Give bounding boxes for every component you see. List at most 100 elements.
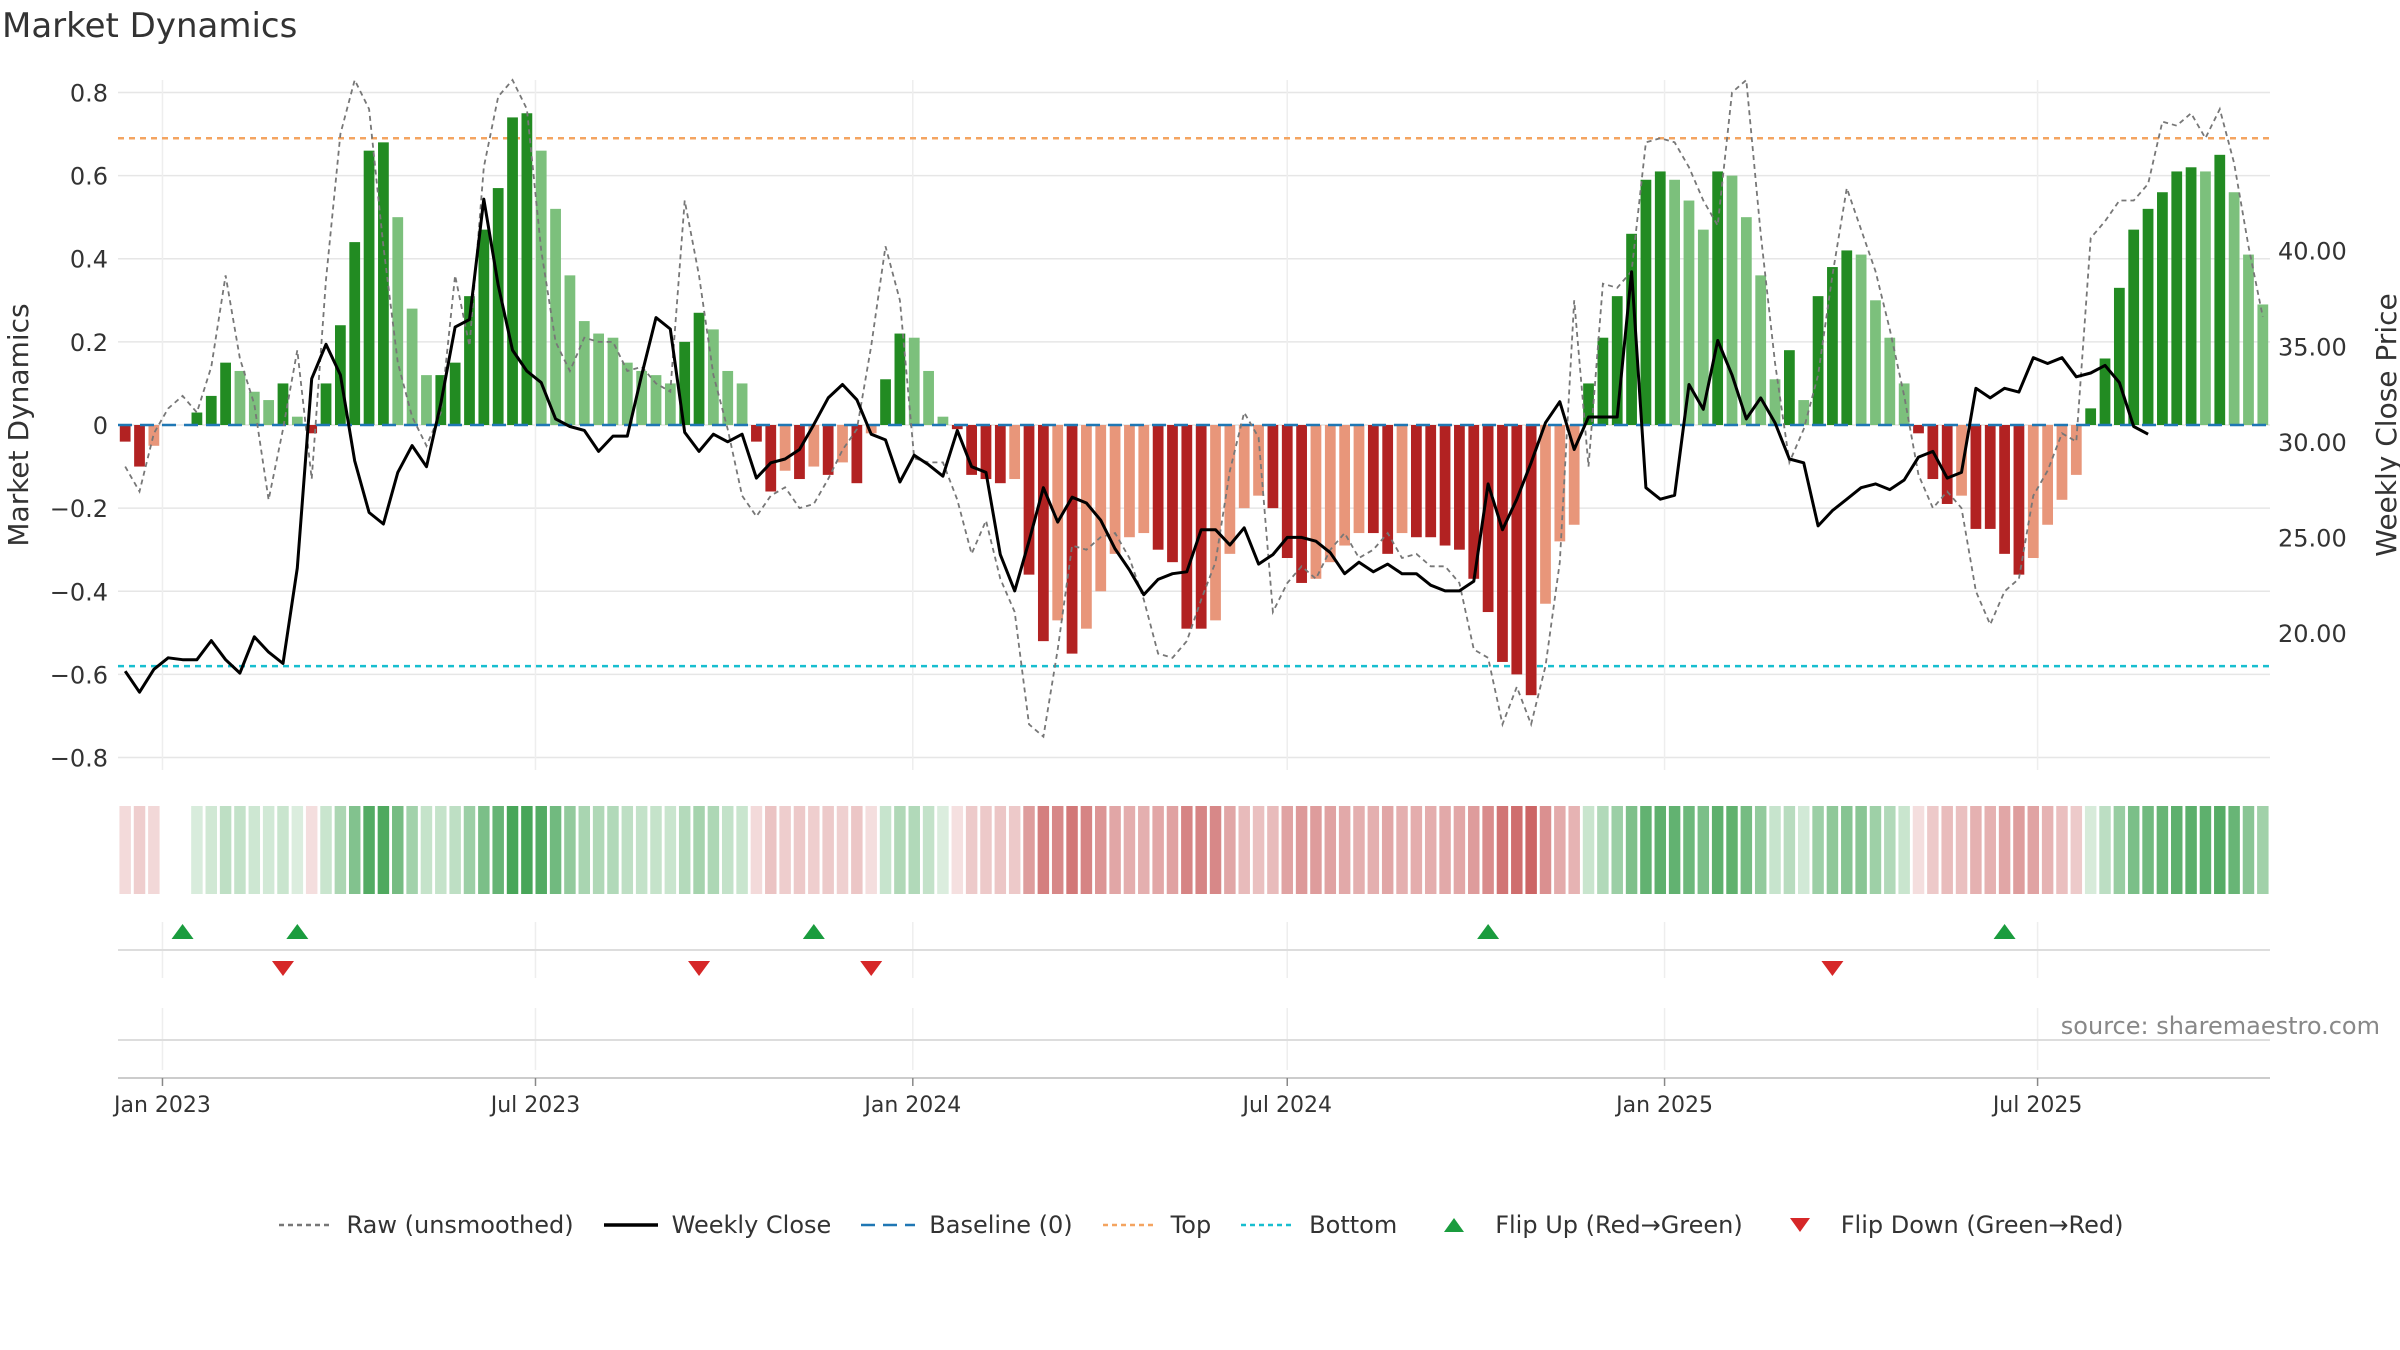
heat-cell bbox=[765, 806, 777, 894]
dynamics-bar bbox=[1296, 425, 1307, 583]
dynamics-bar bbox=[837, 425, 848, 463]
dynamics-bar bbox=[693, 312, 705, 425]
dynamics-bar bbox=[650, 375, 662, 425]
heat-cell bbox=[2214, 806, 2226, 894]
heat-cell bbox=[2056, 806, 2068, 894]
heat-cell bbox=[1711, 806, 1724, 894]
legend-item-flip_down: Flip Down (Green→Red) bbox=[1771, 1211, 2124, 1239]
dynamics-bar bbox=[908, 337, 920, 425]
dynamics-bar bbox=[894, 333, 906, 425]
heat-cell bbox=[2099, 806, 2111, 894]
dynamics-bar bbox=[1525, 425, 1537, 696]
axes-layer: 0.8 0.6 0.4 0.2 0 −0.2 −0.4 −0.6 −0.8 40.00 35.00 3… bbox=[2, 79, 2400, 1118]
dynamics-bar bbox=[1037, 425, 1049, 642]
dynamics-bar bbox=[1999, 425, 2010, 554]
dynamics-bar bbox=[1827, 267, 1838, 425]
heat-cell bbox=[1295, 806, 1308, 894]
dynamics-bar bbox=[1611, 296, 1623, 425]
y2-axis-label: Weekly Close Price bbox=[2370, 293, 2400, 556]
heat-cell bbox=[1927, 806, 1939, 894]
flip-up-marker bbox=[171, 924, 194, 939]
heat-cell bbox=[607, 806, 619, 894]
heat-cell bbox=[922, 806, 935, 894]
x-tick-label: Jul 2024 bbox=[1240, 1093, 1332, 1118]
flip-up-marker bbox=[1993, 924, 2016, 939]
heat-cell bbox=[1166, 806, 1179, 894]
dynamics-bar bbox=[1425, 425, 1437, 538]
flip-up-marker bbox=[1477, 924, 1500, 939]
dynamics-bar bbox=[1454, 425, 1465, 550]
heat-cell bbox=[1310, 806, 1322, 894]
dynamics-bar bbox=[2013, 425, 2025, 575]
dynamics-bar bbox=[1941, 425, 1953, 504]
dynamics-bar bbox=[1181, 425, 1193, 629]
dynamics-bar bbox=[492, 188, 504, 425]
heat-cell bbox=[779, 806, 791, 894]
dynamics-bar bbox=[923, 370, 934, 425]
heat-cell bbox=[435, 806, 447, 894]
heat-cell bbox=[1410, 806, 1423, 894]
legend-swatch-top bbox=[1102, 1223, 1157, 1227]
dynamics-bar bbox=[148, 425, 160, 446]
heat-cell bbox=[1668, 806, 1681, 894]
heat-cell bbox=[1611, 806, 1623, 894]
heat-cell bbox=[1640, 806, 1652, 894]
heat-cell bbox=[693, 806, 705, 894]
heat-cell bbox=[1209, 806, 1222, 894]
dynamics-bar bbox=[607, 337, 619, 425]
heat-cell bbox=[2041, 806, 2054, 894]
dynamics-bar bbox=[263, 400, 275, 425]
heat-cell bbox=[635, 806, 648, 894]
legend-item-top: Top bbox=[1101, 1211, 1211, 1239]
heat-cell bbox=[334, 806, 347, 894]
heat-cell bbox=[2171, 806, 2183, 894]
heat-cell bbox=[449, 806, 461, 894]
x-tick-label: Jan 2024 bbox=[862, 1093, 961, 1118]
dynamics-bar bbox=[535, 150, 547, 425]
flip-up-marker bbox=[802, 924, 825, 939]
dynamics-bar bbox=[1654, 171, 1666, 425]
heat-cell bbox=[1582, 806, 1595, 894]
legend: Raw (unsmoothed) Weekly Close Baseline (0)… bbox=[0, 1205, 2400, 1245]
heat-cell bbox=[1267, 806, 1279, 894]
heat-cell bbox=[1554, 806, 1566, 894]
heat-cell bbox=[234, 806, 246, 894]
dynamics-bar bbox=[1841, 250, 1853, 425]
heat-cell bbox=[1683, 806, 1695, 894]
y-tick-label: −0.8 bbox=[50, 745, 108, 773]
flip-up-marker bbox=[286, 924, 309, 939]
heat-cell bbox=[965, 806, 978, 894]
heat-cell bbox=[2228, 806, 2240, 894]
heat-cell bbox=[721, 806, 734, 894]
dynamics-bar bbox=[2070, 425, 2082, 475]
dynamics-bar bbox=[378, 142, 389, 425]
heat-cell bbox=[1726, 806, 1738, 894]
heat-cell bbox=[1453, 806, 1466, 894]
y-tick-label: −0.6 bbox=[50, 661, 108, 689]
dynamics-bar bbox=[1626, 233, 1637, 425]
heat-cell bbox=[1812, 806, 1824, 894]
y2-tick-label: 30.00 bbox=[2278, 429, 2347, 457]
dynamics-bar bbox=[593, 333, 604, 425]
dynamics-bar bbox=[2042, 425, 2054, 525]
dynamics-bar bbox=[1281, 425, 1293, 559]
heat-cell bbox=[2113, 806, 2126, 894]
heat-cell bbox=[1654, 806, 1667, 894]
dynamics-bar bbox=[621, 362, 633, 425]
weekly-close-series bbox=[123, 197, 2149, 694]
dynamics-bar bbox=[1554, 425, 1566, 542]
heat-cell bbox=[1381, 806, 1394, 894]
heat-cell bbox=[2027, 806, 2040, 894]
flip-markers bbox=[118, 924, 2270, 1079]
y-tick-label: 0.2 bbox=[70, 329, 108, 357]
heat-cell bbox=[564, 806, 576, 894]
source-credit: source: sharemaestro.com bbox=[2060, 1012, 2380, 1040]
heat-cell bbox=[894, 806, 906, 894]
x-tick-label: Jul 2023 bbox=[489, 1093, 581, 1118]
dynamics-bar bbox=[1784, 350, 1795, 425]
heat-cell bbox=[1769, 806, 1781, 894]
dynamics-bar bbox=[521, 113, 533, 425]
dynamics-bar bbox=[1956, 425, 1967, 496]
dynamics-bar bbox=[1712, 171, 1724, 425]
dynamics-bar bbox=[220, 362, 231, 425]
